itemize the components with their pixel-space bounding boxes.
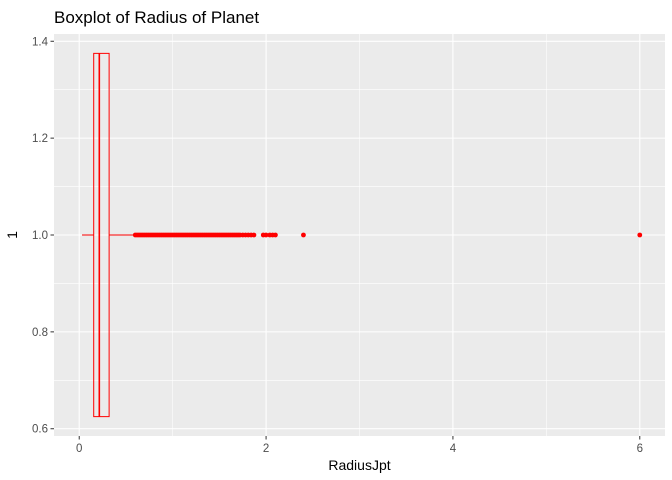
- x-axis-title: RadiusJpt: [328, 457, 390, 473]
- outlier-point: [637, 232, 643, 238]
- y-axis: 0.6 0.8 1.0 1.2 1.4: [32, 36, 54, 436]
- x-tick-label: 2: [263, 443, 269, 455]
- box-iqr: [93, 52, 110, 418]
- y-tick-label: 0.6: [32, 424, 48, 436]
- x-axis: 0 2 4 6: [76, 436, 643, 455]
- x-tick-label: 6: [637, 443, 643, 455]
- chart-title: Boxplot of Radius of Planet: [54, 8, 259, 27]
- outlier-point: [263, 232, 269, 238]
- outlier-point: [251, 232, 257, 238]
- x-tick-label: 4: [450, 443, 457, 455]
- y-tick-label: 1.0: [32, 230, 48, 242]
- outlier-point: [301, 232, 306, 238]
- y-tick-label: 0.8: [32, 327, 48, 339]
- y-tick-label: 1.4: [32, 36, 49, 48]
- y-axis-title: 1: [4, 231, 20, 239]
- chart-marks: [82, 52, 643, 418]
- y-tick-label: 1.2: [32, 133, 48, 145]
- x-tick-label: 0: [76, 443, 82, 455]
- outlier-point: [273, 232, 278, 238]
